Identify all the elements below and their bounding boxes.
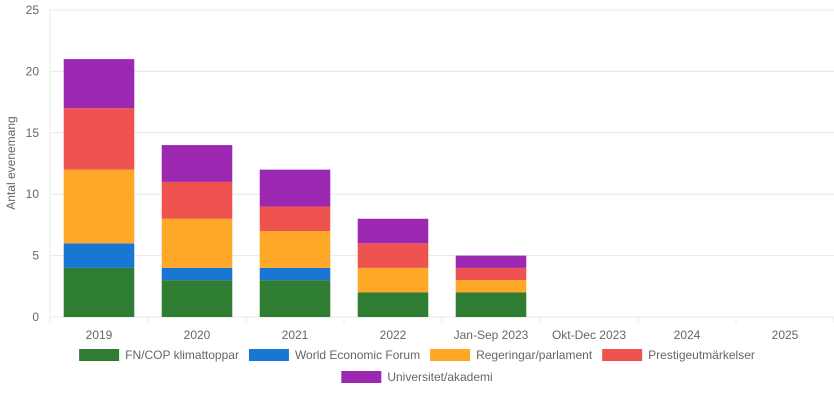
y-axis-label: Antal evenemang xyxy=(4,116,18,209)
bar-segment xyxy=(63,267,135,317)
x-tick-label: Okt-Dec 2023 xyxy=(552,328,626,342)
x-tick-label: 2022 xyxy=(380,328,407,342)
bar-segment xyxy=(357,218,429,244)
bar-segment xyxy=(357,267,429,293)
bar-segment xyxy=(63,59,135,109)
legend-swatch xyxy=(341,371,382,383)
legend-swatch xyxy=(248,349,289,361)
bar-segment xyxy=(357,292,429,317)
bar-segment xyxy=(259,169,331,207)
x-tick-labels: 2019 2020 2021 2022 Jan-Sep 2023 Okt-Dec 2023… xyxy=(86,328,799,342)
legend-swatch xyxy=(430,349,471,361)
bar-segment xyxy=(455,280,527,293)
legend-label: Universitet/akademi xyxy=(387,370,492,384)
y-tick-label: 25 xyxy=(26,3,40,17)
bar-segment xyxy=(161,267,233,281)
bar-segment xyxy=(455,255,527,268)
legend-swatch xyxy=(602,349,643,361)
bar-segment xyxy=(455,292,527,317)
bar-segment xyxy=(455,267,527,281)
bar-segment xyxy=(161,218,233,268)
bar-segment xyxy=(357,243,429,268)
x-tick-label: 2019 xyxy=(86,328,113,342)
bar-segment xyxy=(63,108,135,170)
bar-segment xyxy=(259,280,331,317)
x-tick-label: 2020 xyxy=(184,328,211,342)
y-tick-label: 20 xyxy=(26,64,40,78)
legend: FN/COP klimattoppar World Economic Forum R… xyxy=(79,348,755,384)
bar-segment xyxy=(63,169,135,244)
y-tick-label: 5 xyxy=(32,249,39,263)
bars xyxy=(63,59,527,317)
bar-segment xyxy=(259,267,331,281)
legend-label: World Economic Forum xyxy=(295,348,420,362)
bar-segment xyxy=(161,145,233,182)
legend-label: FN/COP klimattoppar xyxy=(125,348,239,362)
bar-segment xyxy=(161,181,233,219)
legend-label: Regeringar/parlament xyxy=(476,348,593,362)
bar-segment xyxy=(259,231,331,268)
y-tick-labels: 0 5 10 15 20 25 xyxy=(26,3,40,324)
x-tick-label: 2025 xyxy=(772,328,799,342)
y-tick-label: 15 xyxy=(26,126,40,140)
x-tick-label: Jan-Sep 2023 xyxy=(454,328,529,342)
x-tick-label: 2024 xyxy=(674,328,701,342)
legend-swatch xyxy=(79,349,120,361)
y-tick-label: 0 xyxy=(32,310,39,324)
legend-label: Prestigeutmärkelser xyxy=(648,348,755,362)
bar-segment xyxy=(63,243,135,268)
bar-segment xyxy=(161,280,233,317)
bar-segment xyxy=(259,206,331,232)
y-tick-label: 10 xyxy=(26,187,40,201)
x-tick-label: 2021 xyxy=(282,328,309,342)
